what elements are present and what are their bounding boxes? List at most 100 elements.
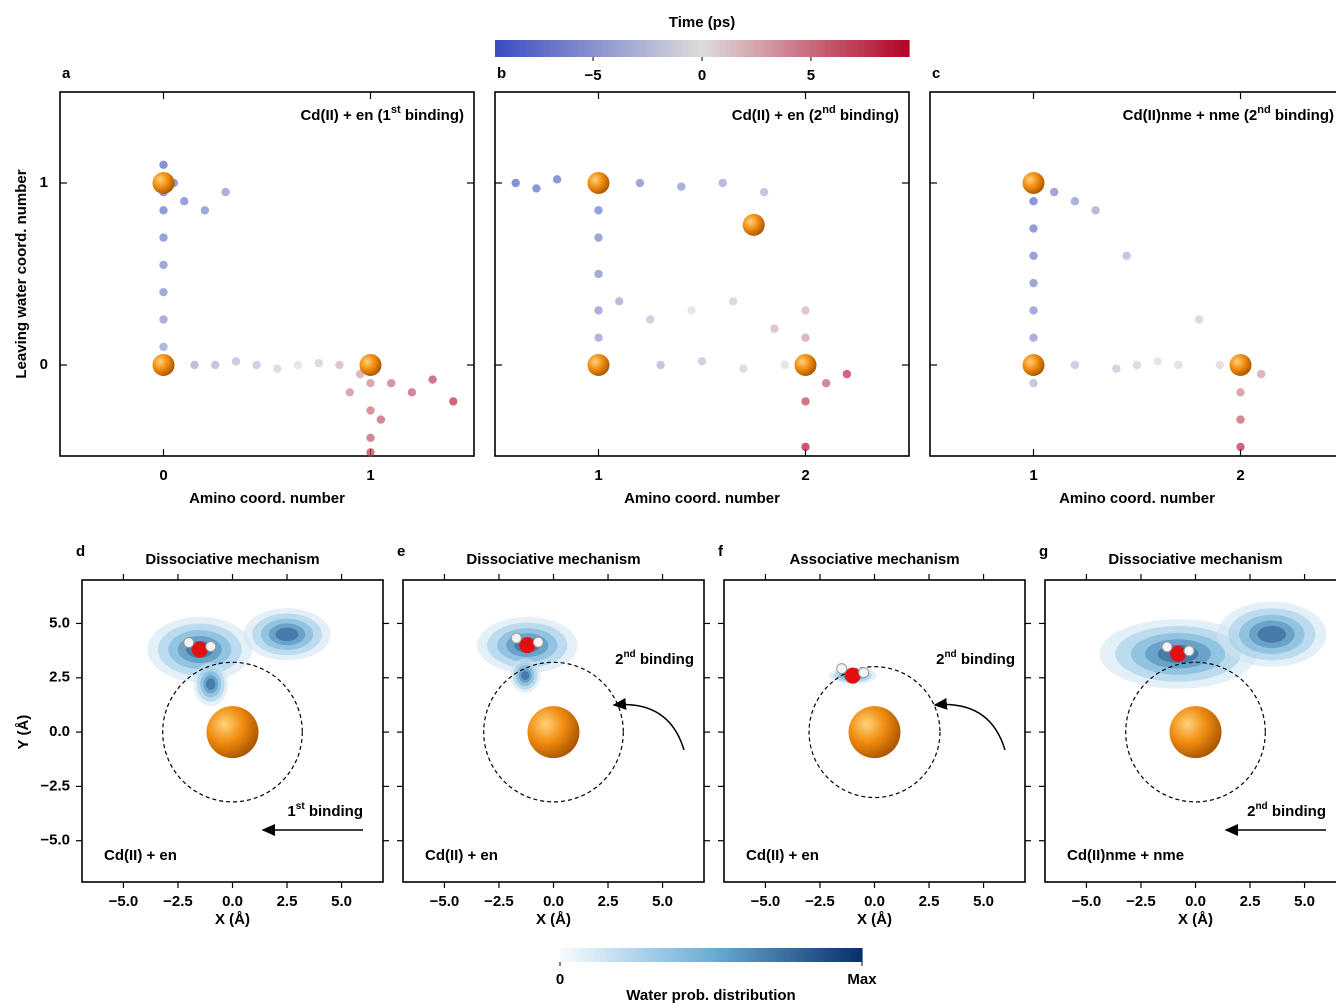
annotation-part: binding) bbox=[836, 107, 899, 124]
colorbar-step bbox=[859, 948, 863, 962]
scatter-point bbox=[200, 206, 210, 215]
colorbar-step bbox=[536, 40, 541, 57]
scatter-point bbox=[211, 360, 220, 370]
colorbar-step bbox=[619, 40, 624, 57]
colorbar-step bbox=[658, 948, 662, 962]
colorbar-step bbox=[767, 40, 772, 57]
panel-label: d bbox=[76, 543, 85, 560]
scatter-point bbox=[159, 160, 168, 169]
scatter-point bbox=[314, 358, 323, 368]
scatter-point bbox=[1236, 415, 1245, 424]
x-tick-label: −2.5 bbox=[1126, 893, 1156, 910]
colorbar-step bbox=[532, 40, 537, 57]
colorbar-step bbox=[684, 40, 689, 57]
colorbar-step bbox=[588, 40, 593, 57]
colorbar-title: Time (ps) bbox=[669, 14, 735, 31]
scatter-point bbox=[687, 306, 696, 315]
colorbar-step bbox=[564, 40, 569, 57]
colorbar-tick-label: −5 bbox=[584, 67, 601, 84]
colorbar-step bbox=[595, 948, 599, 962]
colorbar-step bbox=[703, 948, 707, 962]
colorbar-step bbox=[834, 948, 838, 962]
colorbar-step bbox=[726, 948, 730, 962]
density-level bbox=[1257, 625, 1287, 643]
scatter-point bbox=[1029, 197, 1038, 206]
colorbar-step bbox=[777, 40, 782, 57]
colorbar-step bbox=[756, 948, 760, 962]
x-tick-label: 0.0 bbox=[543, 893, 564, 910]
cd-ion bbox=[848, 706, 901, 759]
colorbar-step bbox=[515, 40, 520, 57]
colorbar-step bbox=[768, 948, 772, 962]
x-axis-label: Amino coord. number bbox=[1059, 490, 1215, 507]
colorbar-step bbox=[819, 948, 823, 962]
colorbar-step bbox=[789, 948, 793, 962]
colorbar-step bbox=[584, 40, 589, 57]
colorbar-step bbox=[712, 40, 717, 57]
scatter-point bbox=[1029, 379, 1038, 388]
colorbar-step bbox=[681, 40, 686, 57]
colorbar-step bbox=[805, 40, 810, 57]
scatter-point bbox=[159, 342, 168, 351]
panel-title: Dissociative mechanism bbox=[145, 551, 319, 568]
scatter-point bbox=[594, 333, 603, 342]
colorbar-step bbox=[627, 948, 632, 962]
colorbar-step bbox=[716, 948, 720, 962]
x-tick-label: 2.5 bbox=[598, 893, 619, 910]
colorbar-step bbox=[626, 40, 631, 57]
scatter-point bbox=[511, 178, 520, 188]
scatter-point bbox=[697, 357, 707, 366]
scatter-point bbox=[780, 360, 789, 370]
annotation-part: 1 bbox=[287, 803, 295, 820]
colorbar-step bbox=[635, 948, 639, 962]
colorbar-step bbox=[726, 40, 731, 57]
colorbar-step bbox=[610, 948, 614, 962]
colorbar-step bbox=[585, 948, 589, 962]
colorbar-step bbox=[821, 948, 825, 962]
annotation-part: Cd(II)nme + nme (2 bbox=[1123, 107, 1258, 124]
scatter-point bbox=[594, 233, 603, 242]
scatter-point bbox=[376, 415, 386, 424]
scatter-point bbox=[159, 315, 168, 324]
colorbar-step bbox=[598, 40, 603, 57]
y-tick-label: 5.0 bbox=[49, 614, 70, 631]
colorbar-step bbox=[622, 40, 627, 57]
system-label: Cd(II) + en bbox=[746, 847, 819, 864]
colorbar-step bbox=[572, 948, 576, 962]
annotation-part: 2 bbox=[615, 651, 623, 668]
panel-label: e bbox=[397, 543, 405, 560]
annotation: 2nd binding bbox=[615, 649, 694, 668]
x-tick-label: 5.0 bbox=[973, 893, 994, 910]
system-label: Cd(II) + en bbox=[425, 847, 498, 864]
colorbar-tick-label: 0 bbox=[556, 971, 564, 988]
x-axis-label: Amino coord. number bbox=[624, 490, 780, 507]
colorbar-step bbox=[590, 948, 594, 962]
colorbar-step bbox=[819, 40, 824, 57]
colorbar-step bbox=[582, 948, 586, 962]
annotation: Cd(II) + en (2nd binding) bbox=[732, 104, 899, 124]
scatter-point bbox=[1236, 442, 1245, 452]
colorbar-tick-label: 0 bbox=[698, 67, 706, 84]
panel-title: Dissociative mechanism bbox=[466, 551, 640, 568]
system-label: Cd(II)nme + nme bbox=[1067, 847, 1184, 864]
colorbar-step bbox=[612, 948, 616, 962]
cd-ion bbox=[1022, 354, 1045, 376]
annotation-part: nd bbox=[944, 649, 956, 660]
colorbar-step bbox=[577, 948, 581, 962]
colorbar-step bbox=[567, 40, 572, 57]
cd-ion bbox=[1022, 172, 1045, 194]
cd-ion bbox=[742, 213, 765, 236]
colorbar-step bbox=[723, 948, 727, 962]
colorbar-step bbox=[796, 948, 800, 962]
colorbar-step bbox=[815, 40, 820, 57]
colorbar-step bbox=[691, 40, 696, 57]
colorbar-step bbox=[660, 40, 665, 57]
colorbar-step bbox=[597, 948, 601, 962]
colorbar-step bbox=[776, 948, 780, 962]
scatter-point bbox=[1112, 364, 1121, 373]
colorbar-step bbox=[650, 948, 654, 962]
colorbar-step bbox=[843, 40, 848, 57]
colorbar-step bbox=[508, 40, 513, 57]
plot-frame bbox=[929, 91, 1336, 457]
